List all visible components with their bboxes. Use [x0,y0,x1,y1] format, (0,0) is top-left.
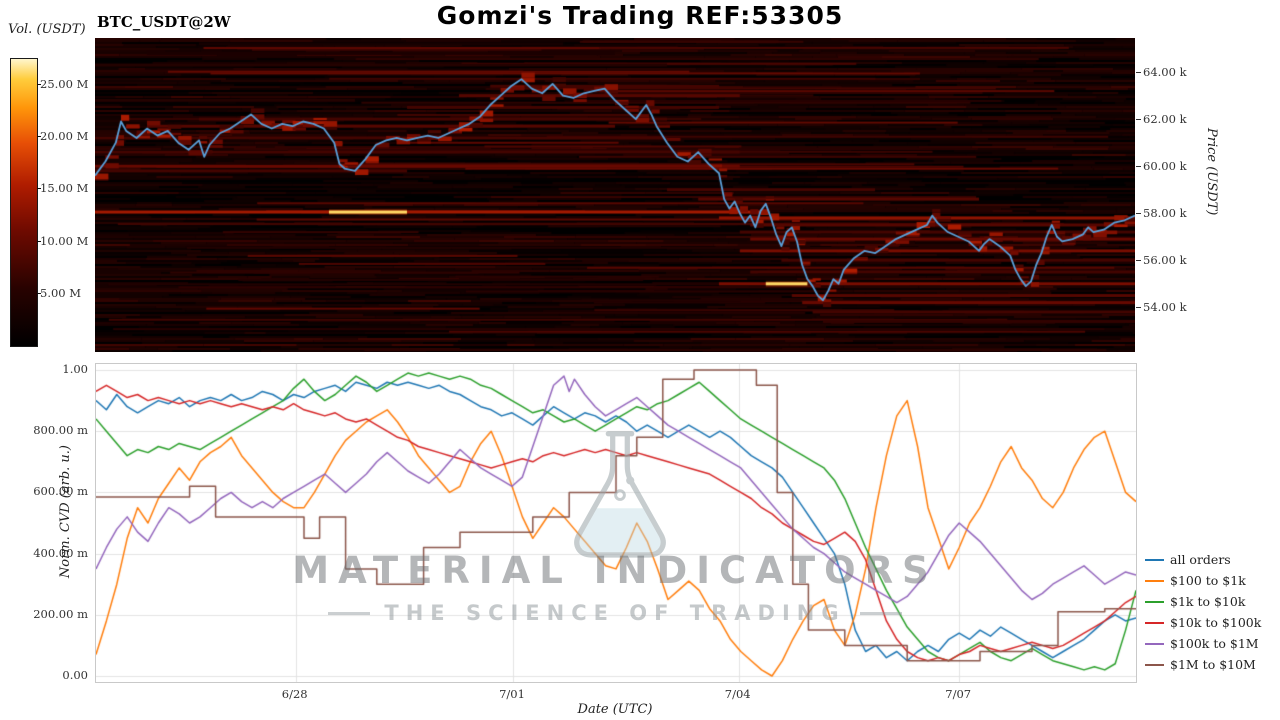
date-tick-label: 7/01 [499,687,525,701]
legend-item: $1k to $10k [1145,591,1261,612]
legend-label: all orders [1170,552,1231,567]
colorbar-tick-mark [37,188,41,190]
cvd-line-chart-canvas [95,363,1137,683]
price-axis-label: Price (USDT) [1204,128,1219,216]
legend-label: $10k to $100k [1170,615,1262,630]
legend-swatch [1145,621,1164,624]
colorbar-tick-label: 25.00 M [40,77,89,92]
price-tick-label: 54.00 k [1143,300,1187,315]
colorbar-label: Vol. (USDT) [8,22,86,37]
cvd-y-tick-label: 800.00 m [33,423,88,438]
legend-item: $100k to $1M [1145,633,1261,654]
legend-swatch [1145,663,1164,666]
price-tick-label: 56.00 k [1143,253,1187,268]
colorbar-tick-mark [37,240,41,242]
price-tick-label: 64.00 k [1143,65,1187,80]
colorbar-tick-label: 15.00 M [40,181,89,196]
cvd-y-tick-label: 600.00 m [33,484,88,499]
legend: all orders $100 to $1k $1k to $10k $10k to … [1145,549,1261,675]
colorbar-tick-label: 10.00 M [40,233,89,248]
symbol-label: BTC_USDT@2W [97,13,231,31]
date-tick-label: 7/07 [945,687,972,701]
colorbar-tick-label: 5.00 M [40,285,82,300]
price-tick-mark [1136,166,1141,168]
price-tick-label: 62.00 k [1143,112,1187,127]
price-tick-mark [1136,72,1141,74]
legend-label: $1k to $10k [1170,594,1246,609]
legend-label: $100 to $1k [1170,573,1246,588]
legend-swatch [1145,579,1164,582]
colorbar-tick-mark [37,84,41,86]
legend-swatch [1145,600,1164,603]
volume-heatmap-canvas [95,38,1135,352]
price-tick-label: 58.00 k [1143,206,1187,221]
cvd-y-tick-label: 0.00 [62,668,88,682]
legend-swatch [1145,642,1164,645]
price-tick-mark [1136,213,1141,215]
price-tick-mark [1136,119,1141,121]
date-axis-label: Date (UTC) [577,702,653,717]
price-tick-mark [1136,260,1141,262]
colorbar-tick-mark [37,292,41,294]
page-title: Gomzi's Trading REF:53305 [436,1,844,30]
price-tick-mark [1136,307,1141,309]
cvd-y-tick-label: 1.00 [62,362,88,376]
legend-swatch [1145,558,1164,561]
volume-colorbar [10,58,38,347]
legend-item: $1M to $10M [1145,654,1261,675]
legend-item: $100 to $1k [1145,570,1261,591]
colorbar-tick-label: 20.00 M [40,129,89,144]
cvd-y-tick-label: 200.00 m [33,606,88,621]
legend-item: $10k to $100k [1145,612,1261,633]
price-tick-label: 60.00 k [1143,159,1187,174]
cvd-axis-label: Norm. CVD (arb. u.) [58,445,73,579]
legend-label: $100k to $1M [1170,636,1259,651]
legend-item: all orders [1145,549,1261,570]
cvd-y-tick-label: 400.00 m [33,545,88,560]
colorbar-tick-mark [37,136,41,138]
legend-label: $1M to $10M [1170,657,1256,672]
date-tick-label: 6/28 [281,687,308,701]
date-tick-label: 7/04 [724,687,751,701]
